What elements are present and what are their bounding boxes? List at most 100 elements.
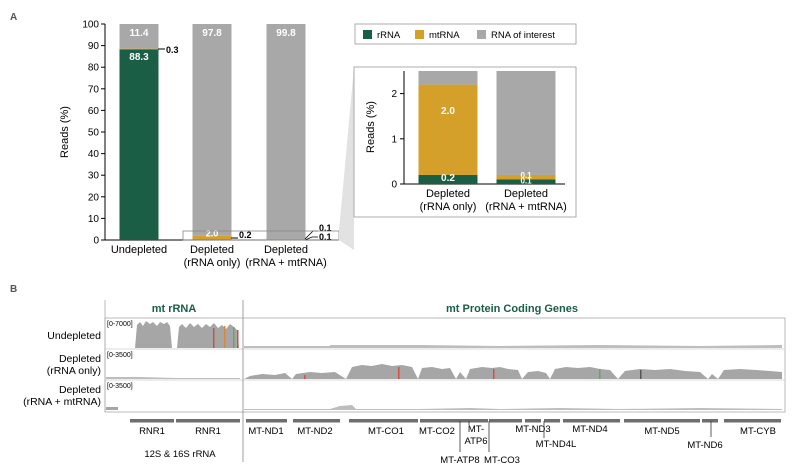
gene-label-mt-co2: MT-CO2: [419, 426, 455, 437]
main-bar-rna-of-interest: [192, 24, 232, 236]
rrna-caption: 12S & 16S rRNA: [144, 449, 216, 460]
gene-annotation-bars: [130, 419, 781, 423]
label-both-rrna: 0.1: [319, 232, 332, 242]
main-ytick-label: 0: [93, 236, 99, 247]
main-xtick-2-line2: (rRNA + mtRNA): [245, 257, 327, 269]
gene-bar: [489, 419, 522, 423]
inset-ylabel: Reads (%): [365, 101, 377, 153]
legend-swatch-rrna: [363, 30, 372, 39]
legend: [354, 23, 577, 45]
main-ytick-label: 70: [88, 84, 100, 95]
gene-bar: [130, 419, 174, 423]
label-rrnaonly-mt: 2.0: [206, 229, 219, 239]
gene-label-mt-atp6-line2: ATP6: [464, 436, 487, 447]
main-ytick-label: 40: [88, 149, 100, 160]
gene-label-mt-nd2: MT-ND2: [297, 426, 332, 437]
gene-label-mt-nd3: MT-ND3: [515, 424, 550, 435]
main-xtick-1-line2: (rRNA only): [184, 257, 241, 269]
gene-label-mt-nd4: MT-ND4: [572, 424, 607, 435]
track-label-2-line2: (rRNA + mtRNA): [23, 396, 101, 408]
label-undepleted-roi: 11.4: [130, 28, 149, 39]
label-rrnaonly-roi: 97.8: [202, 28, 222, 39]
coverage-track-rrna-mtrna: [106, 405, 782, 410]
gene-bar: [176, 419, 240, 423]
label-both-mt: 0.1: [319, 223, 332, 233]
inset-label-a-mt: 2.0: [441, 106, 455, 117]
inset-bar-rrna: [496, 179, 556, 184]
gene-bar: [544, 419, 560, 423]
main-ytick-label: 80: [88, 63, 100, 74]
inset-bar-rna-of-interest: [418, 71, 478, 85]
gene-bar: [702, 419, 718, 423]
label-undepleted-mt: 0.3: [166, 45, 179, 55]
inset-bar-rna-of-interest: [496, 71, 556, 175]
gene-label-rnr1-a: RNR1: [139, 426, 165, 437]
leader-both-rrna: [304, 236, 318, 241]
main-ytick-label: 30: [88, 171, 100, 182]
gene-bar: [525, 419, 541, 423]
gene-label-mt-nd1: MT-ND1: [248, 426, 283, 437]
gene-bar: [293, 419, 340, 423]
inset-xtick-0-line2: (rRNA only): [420, 201, 477, 213]
inset-xtick-0-line1: Depleted: [426, 188, 470, 200]
main-bar-mtrna: [119, 48, 159, 50]
inset-xtick-1-line1: Depleted: [504, 188, 548, 200]
main-xtick-1-line1: Depleted: [190, 244, 234, 256]
label-rrnaonly-rrna: 0.2: [239, 230, 252, 240]
inset-bar-rrna: [418, 174, 478, 184]
gene-label-mt-co1: MT-CO1: [368, 426, 404, 437]
gene-label-mt-cyb: MT-CYB: [740, 426, 776, 437]
label-both-roi: 99.8: [276, 28, 296, 39]
gene-bar: [563, 419, 620, 423]
main-ytick-label: 50: [88, 128, 100, 139]
gene-bar: [724, 419, 781, 423]
track-range-2: [0-3500]: [107, 383, 133, 390]
gene-bar: [246, 419, 287, 423]
track-range-1: [0-3500]: [107, 352, 133, 359]
inset-ytick-label: 1: [391, 134, 397, 145]
main-bar-rrna: [119, 49, 159, 240]
main-ytick-label: 60: [88, 106, 100, 117]
legend-label-mtrna: mtRNA: [429, 30, 460, 41]
main-bar-rna-of-interest: [119, 24, 159, 49]
label-undepleted-rrna: 88.3: [129, 52, 149, 63]
main-bar-rna-of-interest: [266, 24, 306, 240]
main-ytick-label: 100: [82, 20, 99, 31]
main-xtick-0: Undepleted: [111, 244, 167, 256]
coverage-track-undepleted: [106, 321, 782, 348]
gene-bar: [349, 419, 418, 423]
inset-ytick-label: 0: [391, 180, 397, 191]
gene-label-mt-nd5: MT-ND5: [644, 426, 679, 437]
track-label-2-line1: Depleted: [59, 384, 101, 396]
inset-label-b-mt: 0.1: [520, 171, 532, 180]
gene-bar: [624, 419, 700, 423]
track-label-1-line2: (rRNA only): [47, 365, 101, 377]
legend-swatch-mtrna: [415, 30, 424, 39]
inset-label-a-rrna: 0.2: [441, 173, 455, 184]
gene-label-mt-co3: MT-CO3: [484, 455, 520, 466]
gene-label-rnr1-b: RNR1: [195, 426, 221, 437]
gene-leader-lines: [459, 421, 712, 452]
legend-swatch-roi: [477, 30, 486, 39]
main-ytick-label: 90: [88, 41, 100, 52]
header-mt-rrna: mt rRNA: [152, 303, 197, 315]
gene-label-mt-nd4l: MT-ND4L: [536, 439, 577, 450]
zoom-callout: [339, 67, 354, 250]
main-bar-mtrna: [192, 235, 232, 240]
gene-bar: [420, 419, 455, 423]
panel-a-label: A: [10, 12, 17, 23]
gene-bar: [466, 419, 488, 423]
gene-label-mt-nd6: MT-ND6: [687, 440, 722, 451]
legend-label-rrna: rRNA: [377, 30, 401, 41]
track-label-0: Undepleted: [47, 330, 101, 342]
panel-b-label: B: [10, 284, 17, 295]
inset-ytick-label: 2: [391, 89, 397, 100]
gene-bar: [455, 419, 466, 423]
inset-label-b-rrna: 0.1: [520, 177, 532, 186]
inset-bar-mtrna: [418, 84, 478, 175]
header-mt-protein: mt Protein Coding Genes: [446, 303, 578, 315]
inset-xtick-1-line2: (rRNA + mtRNA): [485, 201, 567, 213]
leader-both-mt: [304, 230, 318, 240]
gene-label-mt-atp8: MT-ATP8: [440, 455, 479, 466]
